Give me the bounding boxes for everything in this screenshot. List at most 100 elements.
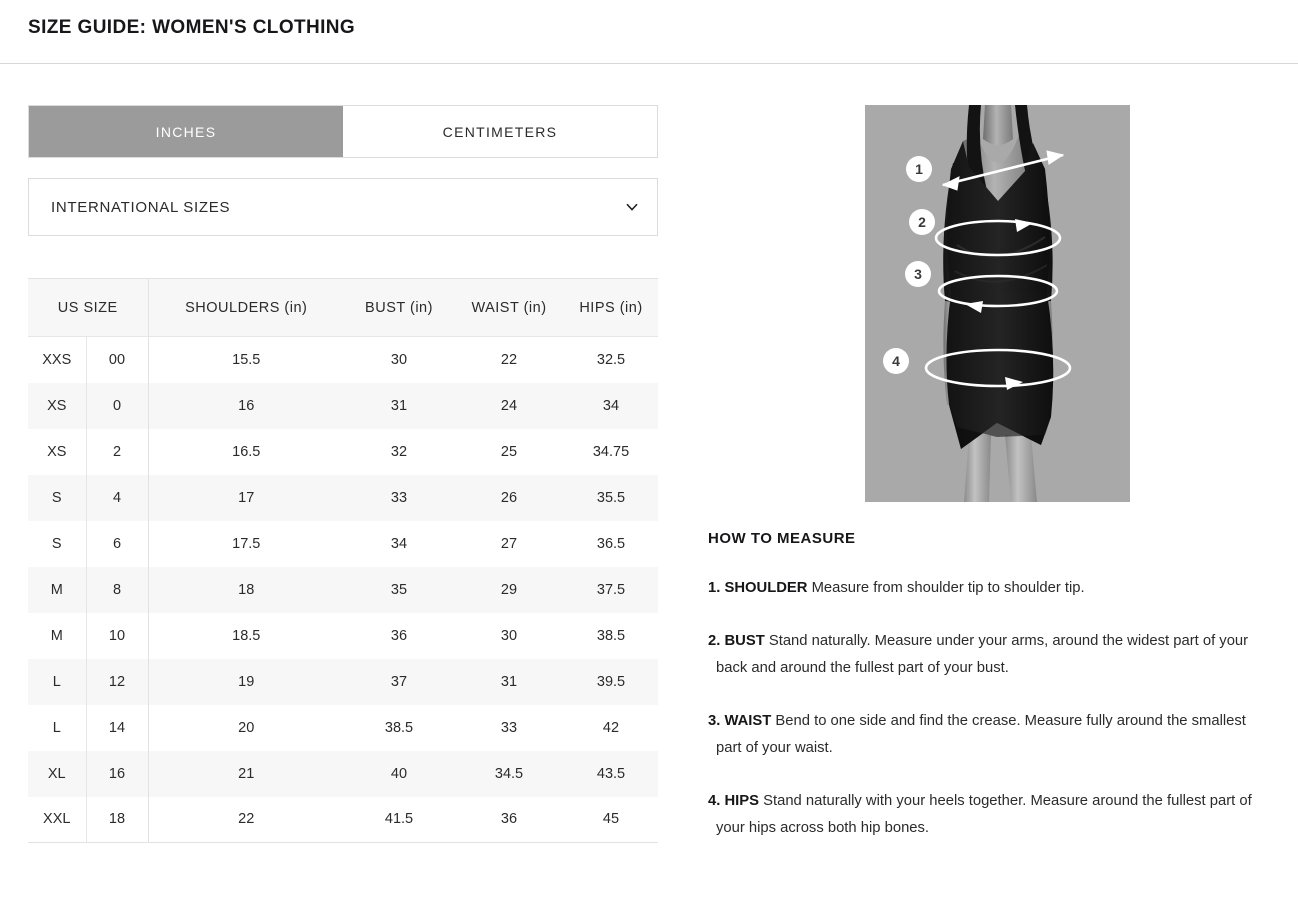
cell-shoulders: 17.5 [232,535,261,552]
svg-text:3: 3 [914,266,922,282]
measure-step-term: 4. HIPS [708,793,759,809]
cell-bust: 38.5 [384,719,414,736]
cell-hips: 36.5 [596,535,626,552]
cell-shoulders: 18.5 [232,627,261,644]
cell-shoulders: 21 [238,765,255,782]
cell-size-number: 00 [86,336,149,383]
how-to-measure-section: HOW TO MEASURE 1. SHOULDER Measure from … [708,530,1274,842]
cell-bust: 30 [390,351,408,368]
size-chart-panel: INCHES CENTIMETERS INTERNATIONAL SIZES U… [28,105,658,843]
table-row: XXS 00 15.5 30 22 32.5 [28,336,658,383]
cell-size-number: 10 [86,612,149,659]
cell-hips: 42 [602,719,620,736]
cell-shoulders: 15.5 [232,351,261,368]
cell-shoulders: 20 [238,719,255,736]
cell-size-letter: S [28,520,87,567]
cell-waist: 27 [500,535,518,552]
table-row: XL 16 21 40 34.5 43.5 [28,750,658,797]
cell-size-letter: L [28,658,87,705]
measure-step-term: 1. SHOULDER [708,580,808,596]
table-row: XS 2 16.5 32 25 34.75 [28,428,658,475]
how-to-measure-step-list: 1. SHOULDER Measure from shoulder tip to… [708,575,1274,842]
tab-centimeters[interactable]: CENTIMETERS [343,106,657,157]
measure-step: 1. SHOULDER Measure from shoulder tip to… [708,575,1274,602]
cell-bust: 41.5 [344,796,454,843]
cell-size-number: 6 [86,520,149,567]
cell-hips: 34.75 [592,443,630,460]
cell-hips: 35.5 [596,489,626,506]
svg-text:2: 2 [918,214,926,230]
column-header-shoulders: SHOULDERS (in) [148,278,344,337]
cell-size-letter: S [28,474,87,521]
table-row: XS 0 16 31 24 34 [28,382,658,429]
cell-hips: 39.5 [596,673,626,690]
table-row: L 12 19 37 31 39.5 [28,658,658,705]
cell-hips: 45 [564,796,658,843]
cell-size-letter: XS [28,428,87,475]
cell-hips: 32.5 [596,351,626,368]
cell-bust: 31 [390,397,408,414]
cell-bust: 33 [390,489,408,506]
table-row: XXL 18 22 41.5 36 45 [28,796,658,843]
cell-size-letter: XL [28,750,87,797]
cell-waist: 29 [500,581,518,598]
column-header-waist: WAIST (in) [454,278,564,337]
cell-bust: 35 [390,581,408,598]
measure-step-text: Bend to one side and find the crease. Me… [716,713,1246,756]
cell-bust: 40 [390,765,408,782]
cell-size-number: 4 [86,474,149,521]
cell-waist: 36 [454,796,564,843]
cell-size-number: 2 [86,428,149,475]
measure-step: 2. BUST Stand naturally. Measure under y… [708,628,1274,682]
cell-size-number: 18 [86,796,149,843]
measure-step-text: Stand naturally with your heels together… [716,793,1252,836]
cell-hips: 43.5 [596,765,626,782]
cell-shoulders: 19 [238,673,255,690]
measure-step-text: Measure from shoulder tip to shoulder ti… [807,580,1085,596]
cell-shoulders: 16.5 [232,443,261,460]
column-header-us-size: US SIZE [28,278,149,337]
cell-waist: 24 [500,397,518,414]
cell-size-number: 12 [86,658,149,705]
measure-step: 4. HIPS Stand naturally with your heels … [708,788,1274,842]
cell-hips: 38.5 [596,627,626,644]
cell-shoulders: 22 [148,796,344,843]
cell-waist: 31 [500,673,518,690]
table-row: S 6 17.5 34 27 36.5 [28,520,658,567]
tab-inches[interactable]: INCHES [29,106,343,157]
table-row: M 8 18 35 29 37.5 [28,566,658,613]
cell-shoulders: 16 [238,397,255,414]
cell-size-letter: XXL [28,796,87,843]
cell-bust: 36 [390,627,408,644]
column-header-hips: HIPS (in) [564,278,658,337]
cell-bust: 37 [390,673,408,690]
size-chart-table: US SIZE SHOULDERS (in) BUST (in) WAIST (… [28,278,658,843]
column-header-bust: BUST (in) [344,278,454,337]
page-title: SIZE GUIDE: WOMEN'S CLOTHING [28,16,356,38]
cell-size-number: 0 [86,382,149,429]
cell-bust: 32 [390,443,408,460]
cell-size-letter: XS [28,382,87,429]
measurement-figure-image: 1 2 3 4 [865,105,1130,502]
cell-size-letter: M [28,612,87,659]
header-divider [0,63,1298,64]
measure-step-text: Stand naturally. Measure under your arms… [716,633,1249,676]
size-system-value: INTERNATIONAL SIZES [51,198,231,216]
cell-size-number: 8 [86,566,149,613]
measure-step: 3. WAIST Bend to one side and find the c… [708,708,1274,762]
cell-size-letter: XXS [28,336,87,383]
svg-text:4: 4 [892,353,900,369]
cell-hips: 37.5 [596,581,626,598]
cell-waist: 34.5 [494,765,524,782]
size-chart-body: XXS 00 15.5 30 22 32.5 XS 0 16 31 24 34 XS 2 16.5 32 25 3… [28,336,658,843]
table-row: L 14 20 38.5 33 42 [28,704,658,751]
cell-waist: 33 [500,719,518,736]
cell-size-number: 14 [86,704,149,751]
table-row: S 4 17 33 26 35.5 [28,474,658,521]
cell-shoulders: 17 [238,489,255,506]
svg-text:1: 1 [915,161,923,177]
cell-size-number: 16 [86,750,149,797]
how-to-measure-title: HOW TO MEASURE [708,530,856,547]
cell-bust: 34 [390,535,408,552]
size-system-dropdown[interactable]: INTERNATIONAL SIZES [28,178,658,236]
